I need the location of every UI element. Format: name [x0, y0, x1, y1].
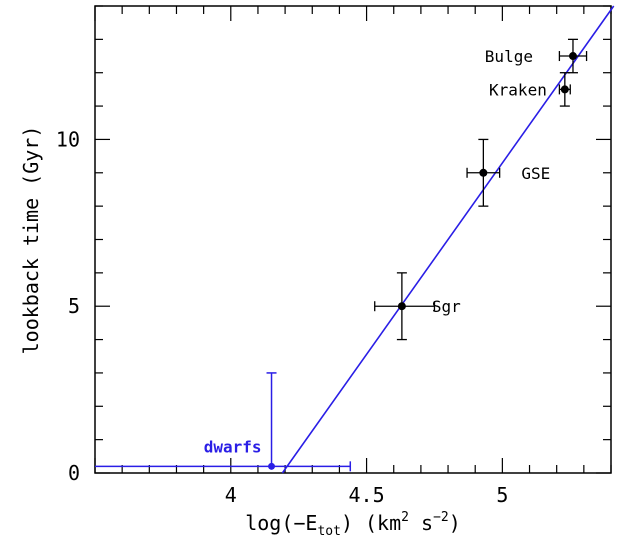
point-label: Sgr — [432, 297, 461, 316]
x-tick-label: 4.5 — [349, 483, 385, 507]
fit-line-group — [281, 5, 615, 474]
point-label: GSE — [521, 164, 550, 183]
data-points: Sgr GSE Kraken Bulge — [374, 38, 588, 341]
y-tick-label: 0 — [68, 461, 80, 485]
data-point — [560, 85, 569, 94]
x-axis-label: log(−Etot) (km2 s−2) — [245, 510, 461, 539]
axis-ticks — [94, 5, 612, 474]
point-label: Bulge — [485, 47, 533, 66]
dwarfs-point — [268, 462, 276, 470]
point-label: Kraken — [489, 80, 547, 99]
y-axis-label: lookback time (Gyr) — [19, 126, 43, 355]
data-point — [479, 168, 488, 177]
axis-tick-labels: 4 4.5 5 0 5 10 — [56, 127, 508, 507]
x-tick-label: 5 — [496, 483, 508, 507]
x-tick-label: 4 — [225, 483, 237, 507]
y-tick-label: 10 — [56, 127, 80, 151]
dwarfs-label: dwarfs — [204, 437, 262, 456]
fit-line — [281, 5, 615, 474]
data-point — [568, 52, 577, 61]
plot-frame — [94, 5, 612, 474]
y-tick-label: 5 — [68, 294, 80, 318]
data-point — [397, 302, 406, 311]
dwarfs-group: dwarfs — [95, 372, 352, 472]
